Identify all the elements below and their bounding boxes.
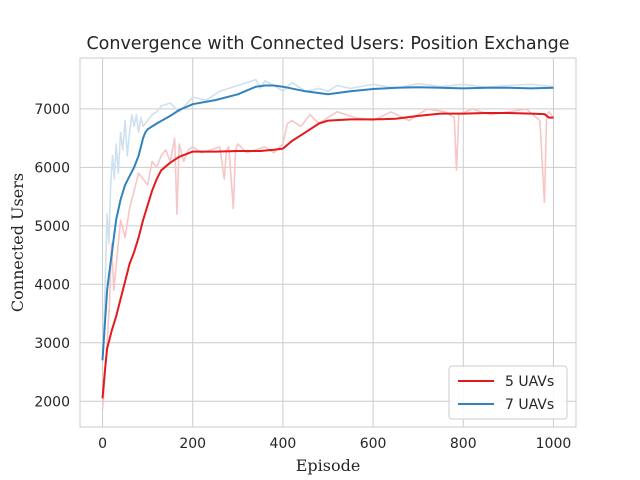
x-tick-label: 0 [98, 436, 107, 452]
smoothed-line-5-uavs [101, 112, 554, 399]
grid [80, 58, 576, 427]
plot-area [79, 57, 577, 428]
legend-label-7-uavs: 7 UAVs [505, 397, 554, 413]
smoothed-line-7-uavs [101, 84, 554, 361]
legend: 5 UAVs 7 UAVs [448, 365, 568, 420]
raw-line-7-uavs [101, 78, 554, 349]
smoothed-series-layer [101, 84, 554, 399]
tick-labels: 0 200 400 600 800 1000 2000 3000 4000 5000 6000 700… [34, 102, 571, 452]
y-tick-label: 3000 [34, 336, 70, 352]
legend-box [448, 365, 568, 420]
x-tick-label: 600 [360, 436, 387, 452]
raw-line-5-uavs [101, 108, 555, 411]
chart-title: Convergence with Connected Users: Positi… [86, 34, 569, 54]
y-tick-label: 7000 [34, 102, 70, 118]
x-tick-label: 1000 [536, 436, 572, 452]
y-tick-label: 5000 [34, 219, 70, 235]
y-tick-label: 4000 [34, 277, 70, 293]
legend-label-5-uavs: 5 UAVs [505, 374, 554, 390]
x-tick-label: 200 [179, 436, 206, 452]
x-axis-label: Episode [296, 456, 361, 475]
y-tick-label: 2000 [34, 394, 70, 410]
y-axis-label: Connected Users [8, 173, 27, 312]
raw-series-layer [101, 78, 555, 411]
x-tick-label: 400 [270, 436, 297, 452]
x-tick-label: 800 [450, 436, 477, 452]
y-tick-label: 6000 [34, 160, 70, 176]
